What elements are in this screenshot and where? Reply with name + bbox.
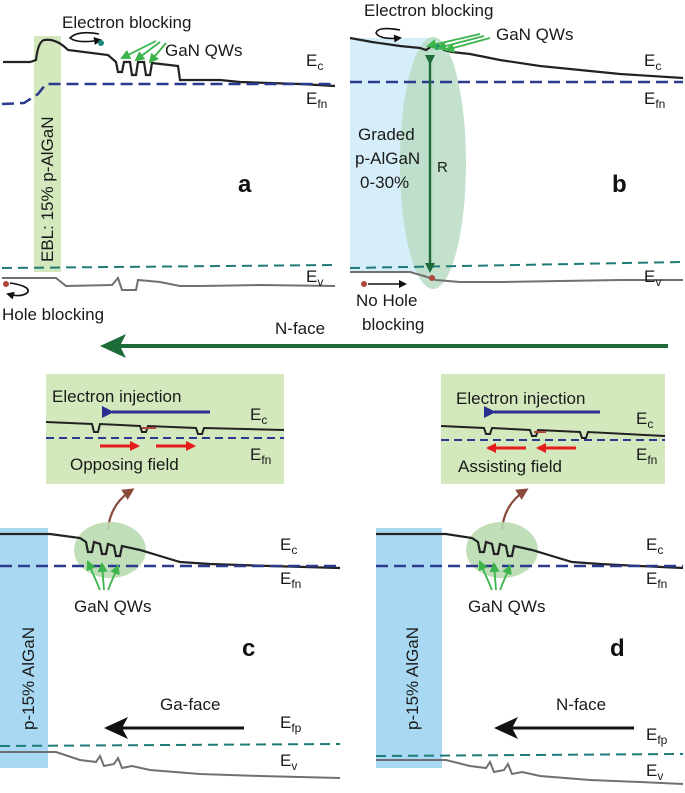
fermi-p-d <box>375 753 684 757</box>
efn-label-a: Efn <box>306 89 327 111</box>
valence-band-a <box>2 276 336 291</box>
valence-band-d <box>376 759 684 785</box>
electron-reflect-arrow-a <box>68 31 102 46</box>
qw-arrow-b3 <box>444 37 491 53</box>
ev-label-a: Ev <box>306 267 323 289</box>
electron-dot-a <box>98 40 104 46</box>
panel-d: Electron injection Ec Assisting field Ef… <box>375 374 684 785</box>
ec-label-a: Ec <box>306 51 323 73</box>
opposing-field-label: Opposing field <box>70 455 179 474</box>
panel-letter-c: c <box>242 635 255 662</box>
gan-qws-label-a: GaN QWs <box>165 41 242 60</box>
valence-band-b <box>350 271 683 283</box>
conduction-band-d <box>376 532 684 570</box>
qw-arrow-d2 <box>489 562 500 591</box>
electron-injection-label-c: Electron injection <box>52 387 181 406</box>
gan-qws-label-d: GaN QWs <box>468 597 545 616</box>
panel-b: Electron blocking GaN QWs Ec Efn Ev Grad… <box>349 1 684 334</box>
n-face-indicator: N-face <box>100 319 668 358</box>
hole-blocking-label-a: Hole blocking <box>2 305 104 324</box>
qw-arrow-a3 <box>148 42 167 64</box>
efp-label-d: Efp <box>646 725 668 747</box>
panel-letter-d: d <box>610 635 625 662</box>
electron-blocking-label-a: Electron blocking <box>62 13 191 32</box>
ev-label-c: Ev <box>280 751 297 773</box>
inset-ec-label-d: Ec <box>636 409 653 431</box>
gan-qws-label-c: GaN QWs <box>74 597 151 616</box>
qw-arrow-d1 <box>478 560 493 591</box>
graded-label-line3: 0-30% <box>360 173 409 192</box>
conduction-band-a <box>3 38 336 88</box>
p-algan-layer-c <box>0 528 48 768</box>
fermi-p-a <box>1 264 336 269</box>
assisting-field-label: Assisting field <box>458 457 562 476</box>
ebl-region <box>34 36 61 272</box>
conduction-band-c <box>0 532 341 570</box>
inset-ec-label-c: Ec <box>250 405 267 427</box>
panel-letter-a: a <box>238 171 252 198</box>
ec-label-c: Ec <box>280 535 297 557</box>
panel-letter-b: b <box>612 171 627 198</box>
hole-reflect-arrow-a <box>6 282 29 300</box>
efn-label-b: Efn <box>644 89 665 111</box>
efp-label-c: Efp <box>280 713 302 735</box>
inset-ec-d <box>440 425 666 439</box>
ev-label-b: Ev <box>644 267 661 289</box>
n-face-label: N-face <box>275 319 325 338</box>
inset-box-d <box>441 374 665 484</box>
valence-band-c <box>0 751 341 779</box>
ga-face-arrowhead <box>104 717 128 739</box>
p-algan-label-c: p-15% AlGaN <box>19 627 38 730</box>
qw-arrow-c3 <box>107 564 120 591</box>
fermi-n-a <box>1 82 335 106</box>
efn-label-c: Efn <box>280 569 301 591</box>
ev-label-d: Ev <box>646 761 663 783</box>
qw-arrow-c2 <box>97 562 108 591</box>
electron-blocking-label-b: Electron blocking <box>364 1 493 20</box>
p-algan-layer-d <box>376 528 442 768</box>
n-face-arrowhead <box>100 334 126 358</box>
fermi-p-c <box>0 743 341 747</box>
fermi-p-b <box>349 261 684 269</box>
graded-label-line1: Graded <box>358 125 415 144</box>
efn-label-d: Efn <box>646 569 667 591</box>
no-hole-label-line1: No Hole <box>356 291 417 310</box>
gan-qws-label-b: GaN QWs <box>496 25 573 44</box>
inset-efn-label-c: Efn <box>250 445 271 467</box>
inset-efn-label-d: Efn <box>636 445 657 467</box>
no-hole-label-line2: blocking <box>362 315 424 334</box>
ec-label-d: Ec <box>646 535 663 557</box>
hole-dot-b2 <box>361 281 367 287</box>
hole-dot-a <box>3 281 9 287</box>
p-algan-label-d: p-15% AlGaN <box>403 627 422 730</box>
electron-reflect-arrow-b <box>375 27 402 43</box>
hole-dot-b <box>429 275 435 281</box>
recombination-r-label: R <box>437 159 448 176</box>
ga-face-label: Ga-face <box>160 695 220 714</box>
qw-arrow-a1 <box>120 40 157 59</box>
n-face-arrowhead-d <box>494 717 518 739</box>
panel-c: Electron injection Ec Opposing field Efn… <box>0 374 341 779</box>
panel-a: Electron blocking GaN QWs Ec Efn Ev EBL:… <box>1 13 336 324</box>
qw-arrow-d3 <box>499 564 512 591</box>
electron-injection-label-d: Electron injection <box>456 389 585 408</box>
qw-arrow-a2 <box>134 41 161 62</box>
n-face-label-d: N-face <box>556 695 606 714</box>
ebl-label: EBL: 15% p-AlGaN <box>38 116 57 262</box>
inset-ec-c <box>45 421 285 435</box>
qw-arrow-c1 <box>86 560 101 591</box>
ec-label-b: Ec <box>644 51 661 73</box>
graded-label-line2: p-AlGaN <box>355 149 420 168</box>
